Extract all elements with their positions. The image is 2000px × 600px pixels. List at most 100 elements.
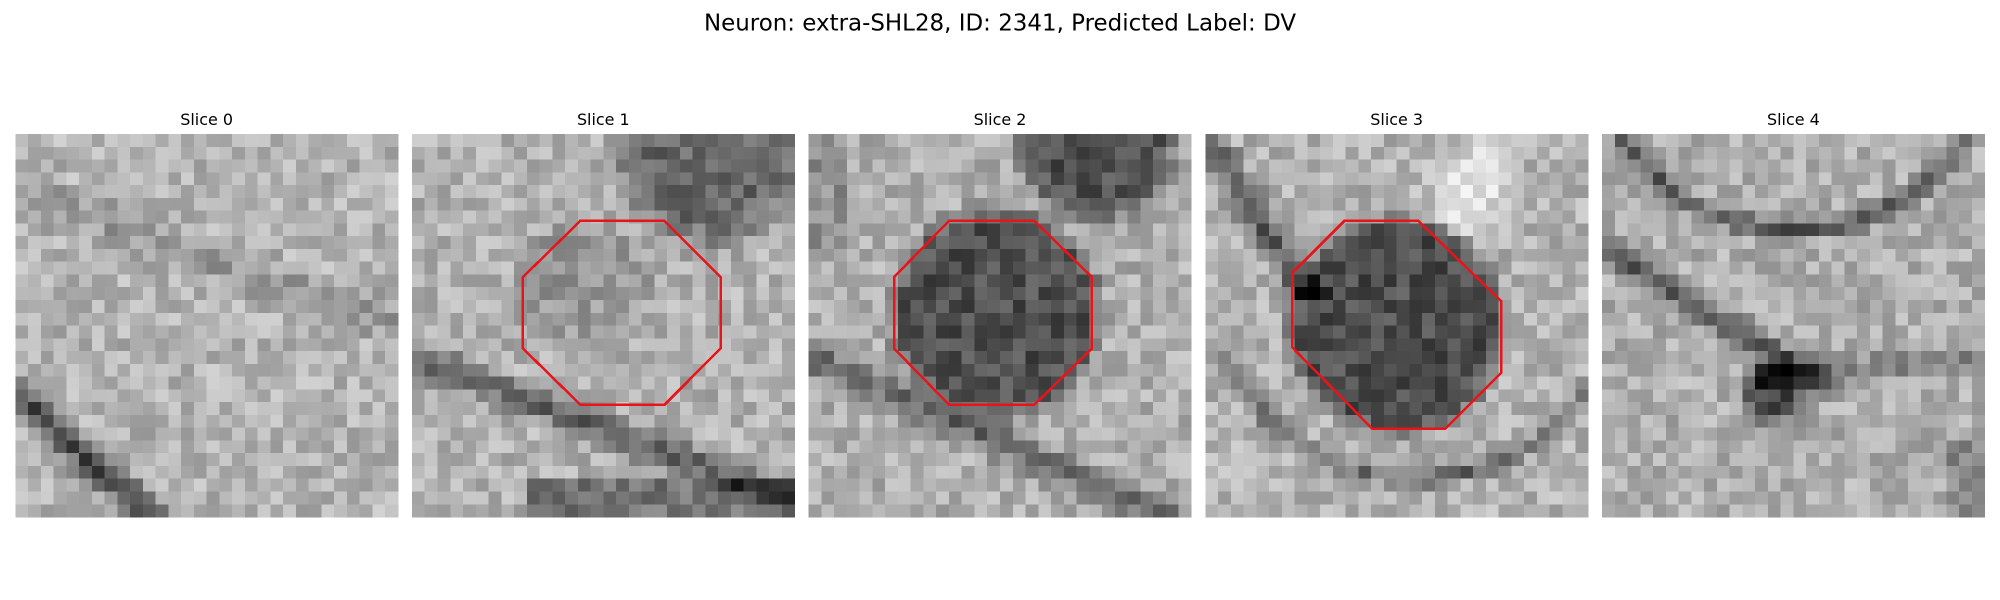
pixel: [1742, 402, 1756, 416]
pixel: [66, 248, 80, 263]
pixel: [1602, 274, 1616, 288]
pixel: [1025, 197, 1039, 212]
pixel: [872, 185, 886, 199]
pixel: [155, 197, 169, 212]
pixel: [1536, 351, 1551, 365]
pixel: [1269, 210, 1283, 224]
pixel: [1665, 427, 1679, 441]
pixel: [1665, 325, 1679, 339]
pixel: [654, 197, 668, 212]
pixel: [769, 465, 783, 480]
pixel: [232, 453, 246, 467]
pixel: [193, 504, 208, 518]
pixel: [104, 504, 118, 518]
pixel: [308, 236, 322, 250]
pixel: [1383, 389, 1398, 403]
pixel: [1243, 338, 1257, 352]
pixel: [501, 300, 515, 314]
pixel: [53, 376, 67, 390]
pixel: [923, 338, 937, 352]
pixel: [616, 351, 630, 365]
pixel: [514, 389, 528, 403]
pixel: [743, 300, 757, 314]
pixel: [1102, 185, 1116, 199]
pixel: [1485, 414, 1500, 429]
pixel: [1012, 159, 1026, 173]
pixel: [1729, 261, 1743, 275]
pixel: [1000, 325, 1014, 339]
pixel: [730, 338, 745, 352]
pixel: [1729, 376, 1743, 390]
pixel: [1051, 427, 1065, 441]
pixel: [1447, 338, 1461, 352]
pixel: [1933, 261, 1947, 275]
pixel: [872, 159, 886, 173]
pixel: [705, 325, 719, 339]
pixel: [1806, 185, 1820, 199]
pixel: [219, 210, 233, 224]
pixel: [1178, 465, 1192, 480]
pixel: [1665, 172, 1679, 186]
pixel: [463, 274, 477, 288]
pixel: [1102, 172, 1116, 186]
pixel: [411, 300, 426, 314]
pixel: [590, 440, 604, 454]
pixel: [756, 248, 770, 263]
pixel: [1485, 185, 1500, 199]
pixel: [142, 478, 156, 492]
pixel: [117, 185, 131, 199]
pixel: [1345, 146, 1359, 160]
pixel: [781, 440, 796, 454]
pixel: [372, 338, 386, 352]
pixel: [142, 427, 156, 441]
pixel: [679, 261, 693, 275]
pixel: [1793, 504, 1807, 518]
pixel: [1358, 325, 1372, 339]
pixel: [769, 172, 783, 186]
pixel: [1959, 402, 1973, 416]
pixel: [142, 363, 156, 377]
pixel: [488, 185, 502, 199]
pixel: [1205, 134, 1219, 148]
pixel: [1806, 465, 1820, 480]
pixel: [1640, 402, 1654, 416]
pixel: [1153, 146, 1167, 160]
pixel: [1959, 248, 1973, 263]
pixel: [15, 363, 29, 377]
pixel: [514, 491, 528, 505]
pixel: [616, 312, 630, 326]
pixel: [1946, 478, 1960, 492]
pixel: [859, 465, 873, 480]
pixel: [987, 185, 1001, 199]
pixel: [1933, 325, 1947, 339]
pixel: [463, 236, 477, 250]
pixel: [1422, 491, 1436, 505]
pixel: [846, 197, 861, 212]
pixel: [821, 287, 835, 301]
pixel: [1140, 146, 1154, 160]
pixel: [1511, 478, 1525, 492]
pixel: [206, 351, 220, 365]
pixel: [1933, 376, 1947, 390]
pixel: [219, 134, 233, 148]
pixel: [308, 453, 322, 467]
pixel: [1371, 440, 1385, 454]
pixel: [206, 427, 220, 441]
pixel: [1627, 261, 1641, 275]
pixel: [411, 172, 426, 186]
pixel: [450, 440, 464, 454]
pixel: [872, 274, 886, 288]
pixel: [1051, 325, 1065, 339]
pixel: [526, 236, 540, 250]
pixel: [1320, 287, 1334, 301]
pixel: [1882, 159, 1896, 173]
pixel: [552, 274, 566, 288]
pixel: [1755, 274, 1769, 288]
pixel: [1473, 185, 1487, 199]
pixel: [1536, 248, 1551, 263]
pixel: [1371, 185, 1385, 199]
pixel: [769, 146, 783, 160]
pixel: [718, 210, 732, 224]
pixel: [1089, 236, 1103, 250]
pixel: [1114, 453, 1128, 467]
